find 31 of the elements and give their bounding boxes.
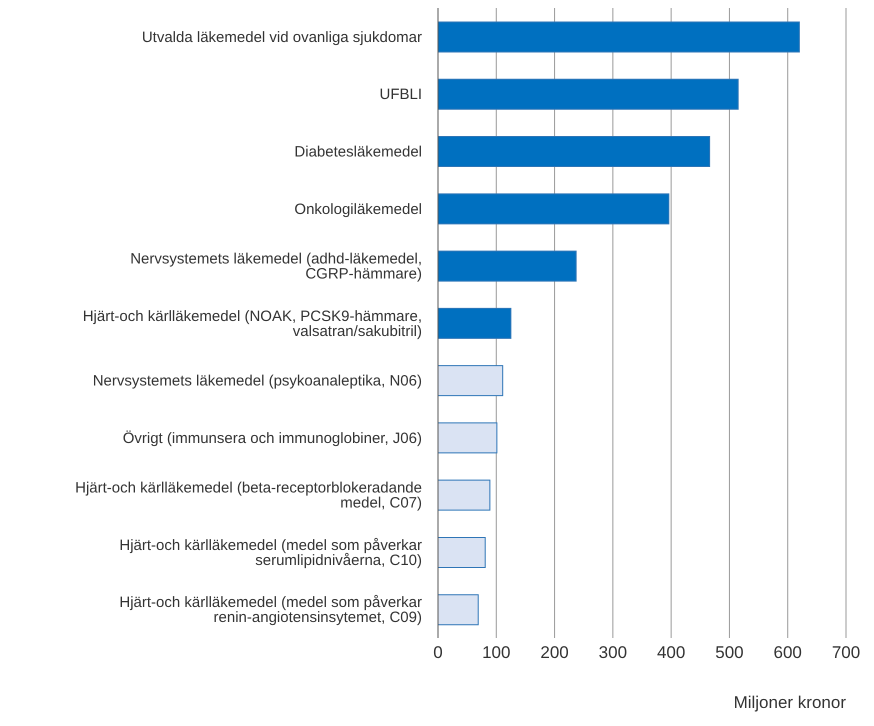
bar (438, 22, 800, 52)
bar (438, 422, 498, 454)
y-tick-label: Hjärt-och kärlläkemedel (NOAK, PCSK9-hämmare, valsatran/sakubitril) (82, 308, 422, 340)
y-tick-label: UFBLI (379, 86, 422, 104)
x-tick-label: 700 (832, 643, 860, 662)
y-tick-label: Hjärt-och kärlläkemedel (beta-receptorblokeradande medel, C07) (75, 480, 422, 512)
y-tick-label: Hjärt-och kärlläkemedel (medel som påverkar serumlipidnivåerna, C10) (119, 536, 422, 569)
x-tick-label: 400 (656, 643, 686, 662)
y-tick-label: Nervsystemets läkemedel (psykoanaleptika, N06) (92, 372, 422, 390)
x-tick-label: 300 (598, 643, 628, 662)
bar (438, 365, 504, 396)
x-tick-label: 100 (482, 643, 510, 662)
x-tick-label: 0 (433, 643, 443, 662)
bar (438, 136, 710, 168)
y-tick-label: Utvalda läkemedel vid ovanliga sjukdomar (142, 28, 422, 46)
bar (438, 536, 486, 568)
x-tick-label: 600 (774, 643, 802, 662)
y-tick-label: Diabetesläkemedel (294, 144, 422, 161)
y-tick-label: Hjärt-och kärlläkemedel (medel som påverkar renin-angiotensinsytemet, C09) (119, 594, 422, 626)
y-tick-label: Onkologiläkemedel (294, 200, 422, 218)
bar (438, 193, 670, 224)
bar (438, 594, 479, 626)
x-tick-label: 200 (540, 643, 569, 662)
bar (438, 78, 739, 110)
bar (438, 250, 577, 282)
y-tick-label: Nervsystemets läkemedel (adhd-läkemedel, CGRP-hämmare) (130, 250, 422, 283)
bar (438, 480, 490, 511)
y-tick-label: Övrigt (immunsera och immunoglobiner, J06) (122, 430, 422, 447)
bar (438, 308, 512, 339)
x-axis-title: Miljoner kronor (734, 693, 846, 712)
x-tick-label: 500 (715, 643, 744, 662)
